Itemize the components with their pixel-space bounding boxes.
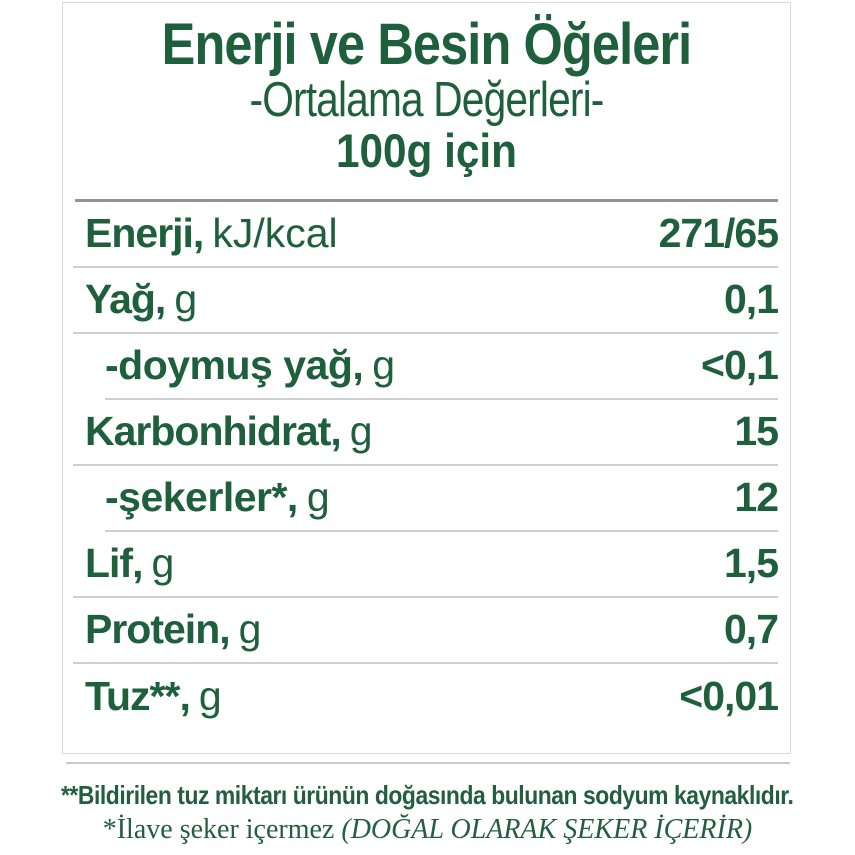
nutrient-unit: g	[174, 276, 198, 323]
nutrient-name: -şekerler*,	[105, 474, 298, 521]
nutrient-value: 0,7	[724, 606, 779, 653]
salt-footnote: **Bildirilen tuz miktarı ürünün doğasınd…	[0, 780, 855, 811]
sugar-footnote-text: *İlave şeker içermez	[102, 814, 342, 845]
sugar-footnote: *İlave şeker içermez (DOĞAL OLARAK ŞEKER…	[0, 814, 855, 846]
label-subtitle: -Ortalama Değerleri-	[249, 72, 604, 127]
table-row: Karbonhidrat, g 15	[73, 400, 779, 466]
salt-footnote-text: **Bildirilen tuz miktarı ürünün doğasınd…	[61, 780, 794, 810]
nutrient-unit: g	[198, 673, 222, 720]
serving-size: 100g için	[335, 123, 518, 177]
nutrient-label: Lif, g	[85, 540, 174, 587]
label-title: Enerji ve Besin Öğeleri	[161, 12, 693, 77]
nutrient-value: 1,5	[724, 540, 779, 587]
sugar-footnote-italic-text: (DOĞAL OLARAK ŞEKER İÇERİR)	[341, 814, 753, 845]
nutrient-name: Yağ,	[85, 276, 166, 323]
nutrient-unit: g	[151, 540, 175, 587]
table-row: -şekerler*, g 12	[105, 466, 779, 532]
table-row: Protein, g 0,7	[73, 598, 779, 664]
nutrient-unit: g	[372, 342, 396, 389]
nutrient-value: 15	[734, 408, 779, 455]
table-row: Enerji, kJ/kcal 271/65	[73, 202, 779, 268]
card-shadow-line	[66, 762, 790, 764]
nutrient-unit: kJ/kcal	[212, 210, 338, 257]
nutrient-name: Protein,	[85, 606, 231, 653]
nutrient-label: Protein, g	[85, 606, 261, 653]
table-top-rule	[75, 198, 778, 202]
nutrition-table: Enerji, kJ/kcal 271/65 Yağ, g 0,1 -doymuş …	[63, 202, 790, 730]
nutrient-name: Karbonhidrat,	[85, 408, 342, 455]
table-row: Yağ, g 0,1	[73, 268, 779, 334]
nutrient-name: Lif,	[85, 540, 143, 587]
nutrient-name: Tuz**,	[85, 673, 191, 720]
table-row: Tuz**, g <0,01	[73, 664, 779, 730]
nutrient-value: 0,1	[724, 276, 779, 323]
table-row: Lif, g 1,5	[73, 532, 779, 598]
nutrition-label-card: Enerji ve Besin Öğeleri -Ortalama Değerl…	[62, 2, 791, 754]
nutrient-label: -doymuş yağ, g	[105, 342, 395, 389]
nutrient-label: Enerji, kJ/kcal	[85, 210, 338, 257]
nutrient-label: -şekerler*, g	[105, 474, 330, 521]
nutrient-label: Yağ, g	[85, 276, 197, 323]
nutrient-value: 271/65	[658, 210, 779, 257]
nutrient-unit: g	[306, 474, 330, 521]
nutrient-value: <0,1	[701, 342, 779, 389]
nutrient-name: Enerji,	[85, 210, 204, 257]
nutrient-unit: g	[238, 606, 262, 653]
nutrient-value: 12	[734, 474, 779, 521]
nutrient-label: Karbonhidrat, g	[85, 408, 373, 455]
table-row: -doymuş yağ, g <0,1	[105, 334, 779, 400]
nutrient-label: Tuz**, g	[85, 673, 222, 720]
nutrient-value: <0,01	[679, 673, 779, 720]
nutrient-unit: g	[349, 408, 373, 455]
nutrient-name: -doymuş yağ,	[105, 342, 364, 389]
label-header: Enerji ve Besin Öğeleri -Ortalama Değerl…	[63, 3, 790, 177]
